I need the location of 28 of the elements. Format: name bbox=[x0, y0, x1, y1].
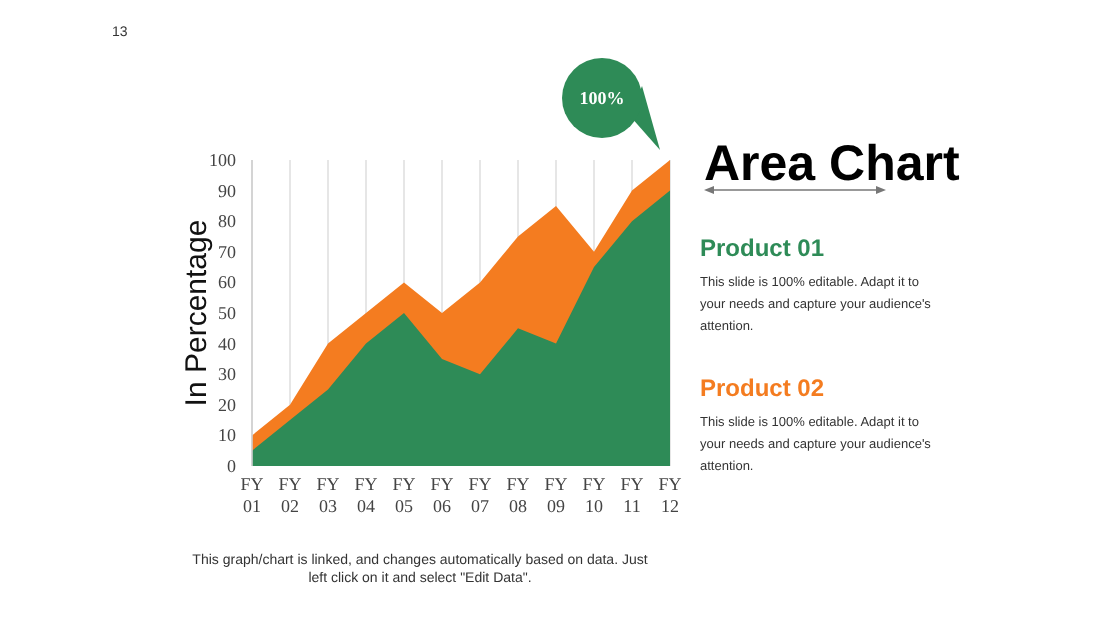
text: Area Chart bbox=[704, 136, 961, 192]
y-tick-label: 40 bbox=[218, 333, 237, 354]
x-tick-label: FY 12 bbox=[658, 474, 683, 516]
x-tick-label: FY 08 bbox=[506, 474, 531, 516]
annotation: 100% bbox=[579, 88, 625, 108]
y-tick-label: 70 bbox=[218, 241, 237, 262]
y-tick-label: 60 bbox=[218, 272, 237, 293]
x-tick-label: FY 10 bbox=[582, 474, 607, 516]
x-tick-label: FY 02 bbox=[278, 474, 303, 516]
series-label: Product 01 bbox=[700, 234, 825, 262]
x-tick-label: FY 09 bbox=[544, 474, 569, 516]
x-tick-label: FY 07 bbox=[468, 474, 493, 516]
x-tick-label: FY 03 bbox=[316, 474, 341, 516]
y-tick-label: 90 bbox=[218, 180, 237, 201]
x-tick-label: FY 06 bbox=[430, 474, 455, 516]
x-tick-label: FY 04 bbox=[354, 474, 379, 516]
x-tick-label: FY 01 bbox=[240, 474, 265, 516]
y-tick-label: 30 bbox=[218, 364, 237, 385]
y-tick-label: 100 bbox=[209, 150, 237, 170]
y-tick-label: 20 bbox=[218, 394, 237, 415]
series-label: Product 02 bbox=[700, 374, 825, 402]
y-tick-label: 0 bbox=[227, 456, 237, 476]
y-tick-label: 50 bbox=[218, 303, 237, 323]
x-tick-label: FY 11 bbox=[620, 474, 645, 516]
y-tick-label: 80 bbox=[218, 211, 237, 232]
y-axis-title: In Percentage bbox=[180, 219, 214, 407]
x-tick-label: FY 05 bbox=[392, 474, 417, 516]
y-tick-label: 10 bbox=[218, 425, 237, 446]
